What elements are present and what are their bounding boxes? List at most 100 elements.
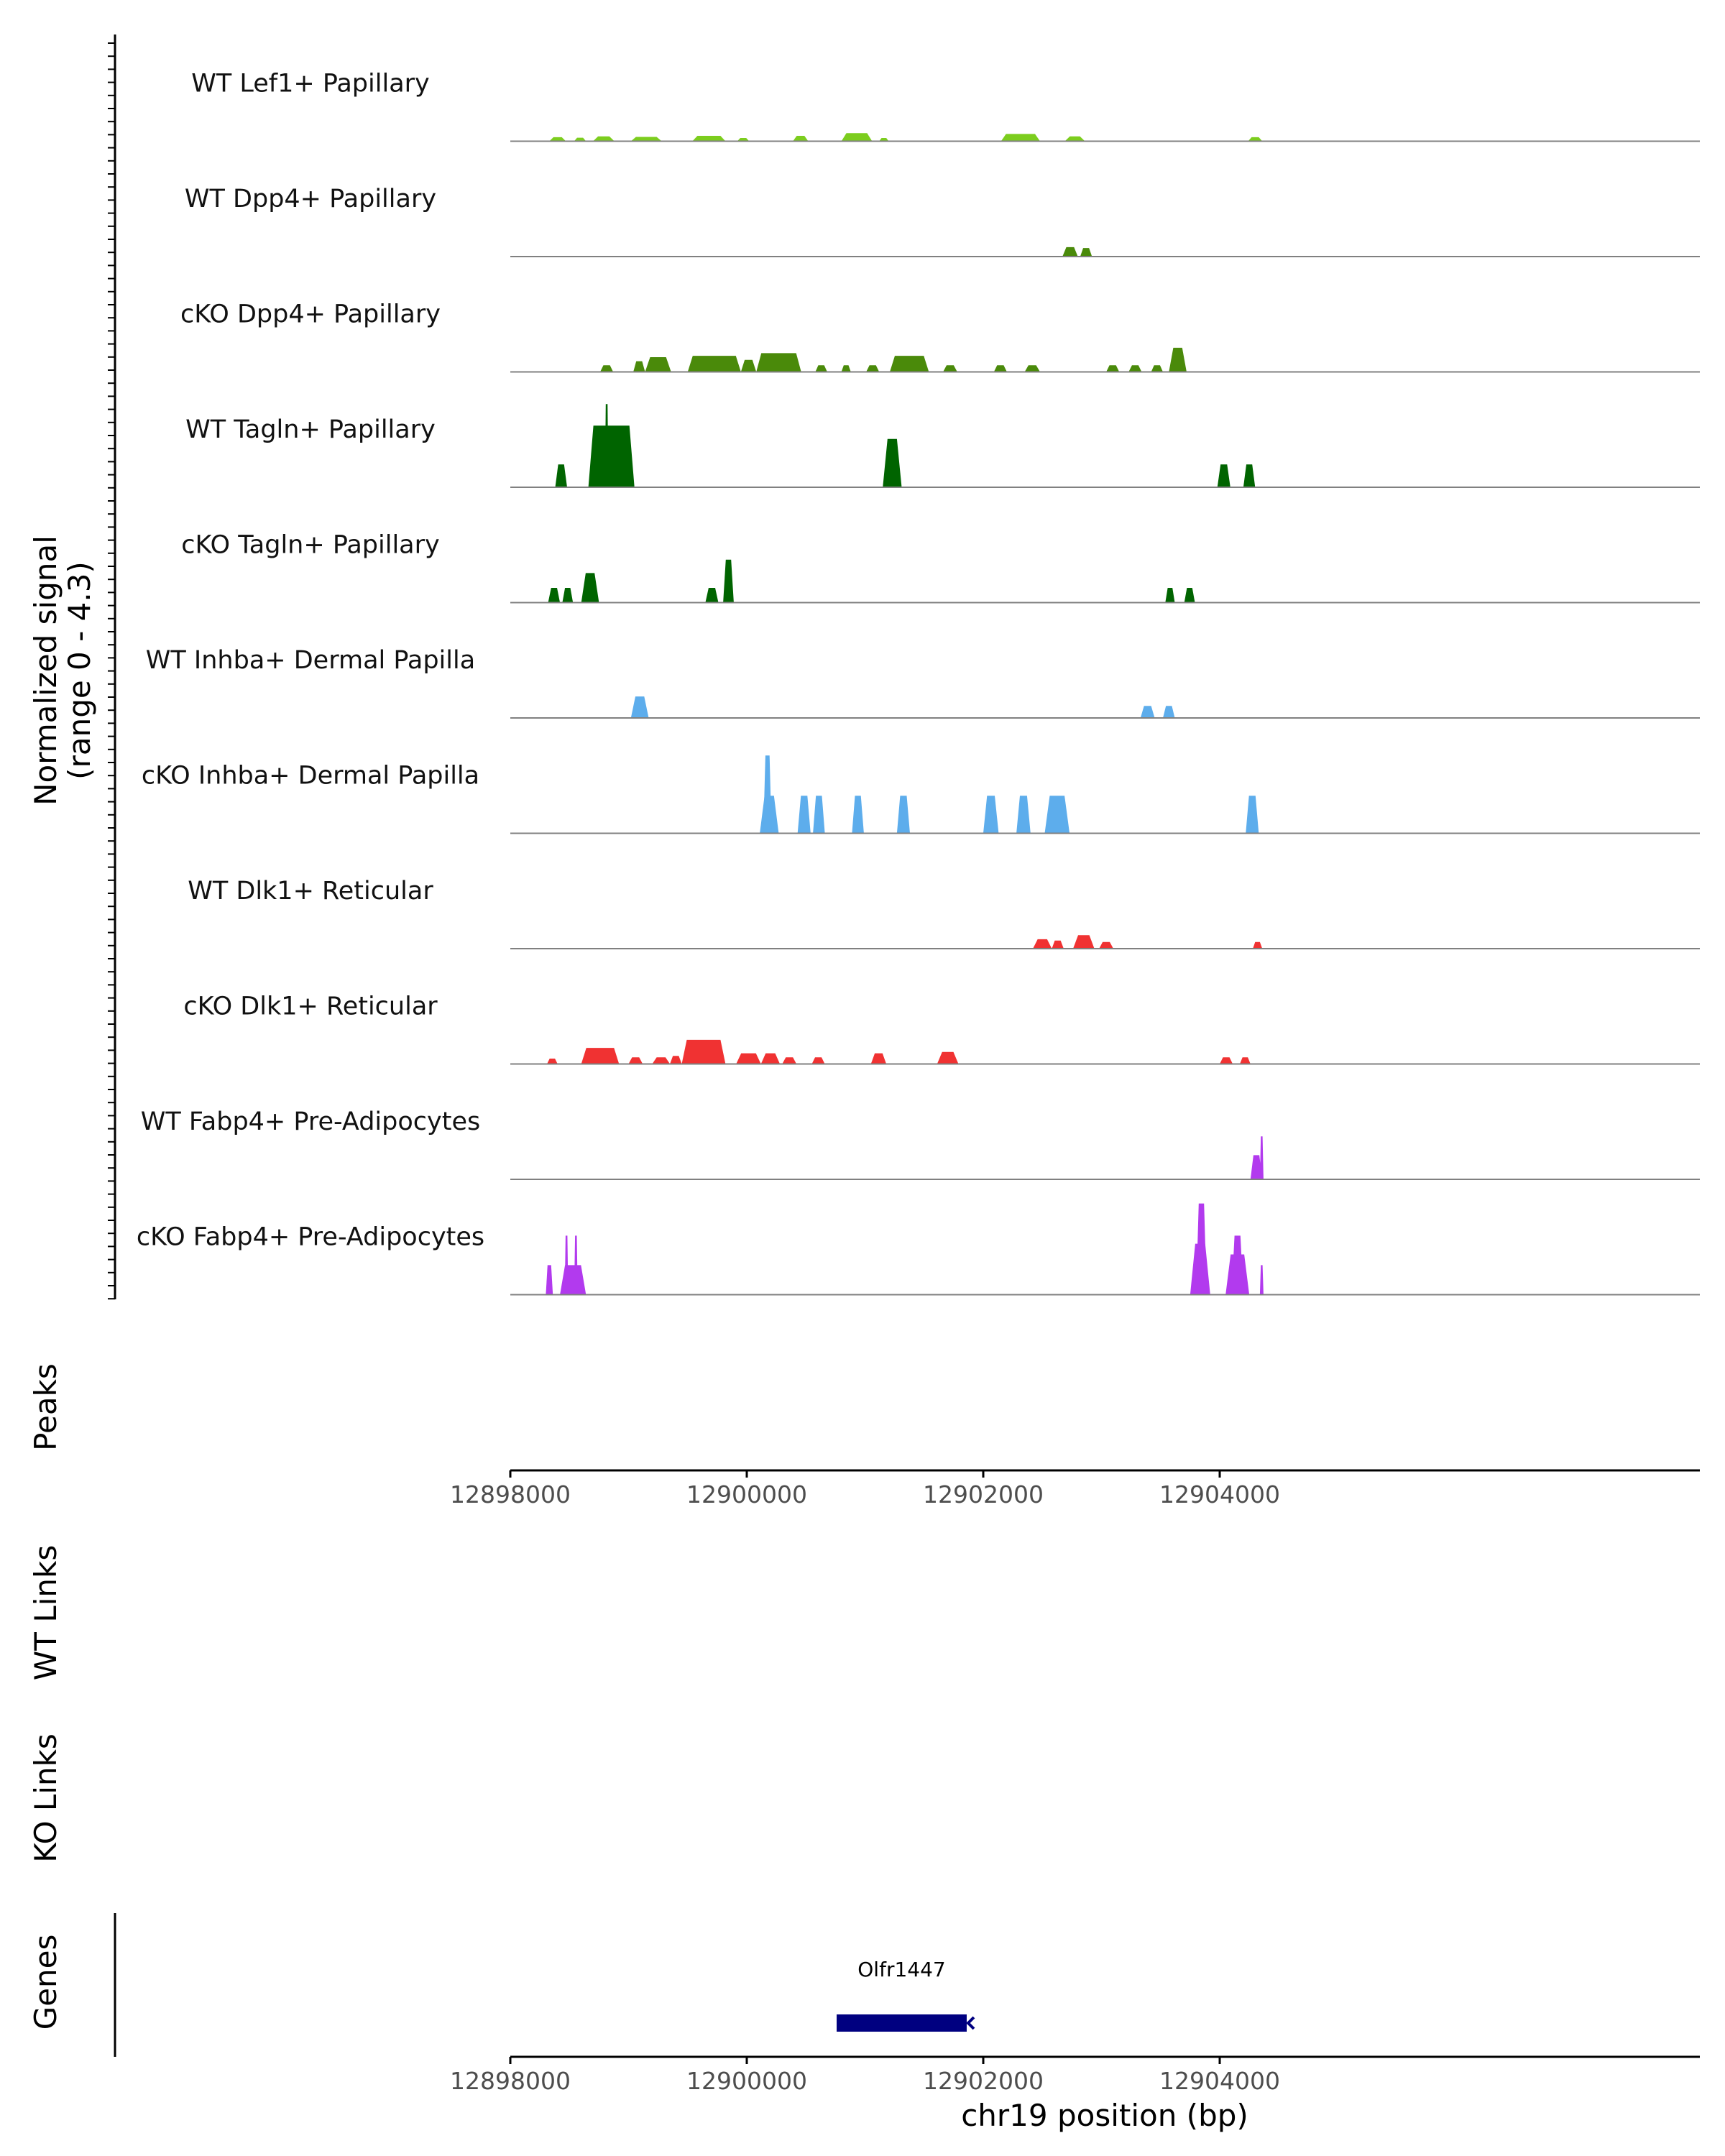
x-tick-label: 12898000: [450, 1480, 571, 1508]
signal-peak: [1169, 347, 1187, 372]
x-axis-label: chr19 position (bp): [961, 2098, 1248, 2133]
signal-peak: [705, 588, 719, 603]
x-tick-label: 12902000: [923, 2067, 1044, 2095]
signal-peak: [736, 1053, 761, 1064]
wt-links-track-label: WT Links: [28, 1545, 63, 1680]
signal-peak: [866, 365, 880, 372]
signal-peak: [1044, 796, 1070, 834]
signal-peak: [1016, 796, 1031, 834]
track-label: WT Dpp4+ Papillary: [185, 185, 436, 213]
signal-peak: [588, 425, 635, 487]
signal-peak: [943, 365, 957, 372]
gene-body: [837, 2014, 967, 2032]
signal-peak: [604, 404, 609, 487]
track-label: cKO Inhba+ Dermal Papilla: [142, 762, 479, 791]
coverage-track: cKO Inhba+ Dermal Papilla: [142, 755, 1700, 834]
signal-peak: [1231, 1235, 1243, 1295]
x-tick-label: 12904000: [1159, 1480, 1280, 1508]
signal-peak: [1073, 935, 1095, 949]
signal-peak: [1196, 1203, 1207, 1295]
track-label: cKO Tagln+ Papillary: [181, 531, 440, 560]
signal-peak: [782, 1057, 797, 1064]
signal-peak: [1250, 1155, 1263, 1179]
signal-peak: [1184, 588, 1195, 603]
signal-peak: [670, 1056, 682, 1064]
signal-peak: [1165, 588, 1175, 603]
signal-peak: [1163, 706, 1175, 718]
signal-peak: [1000, 134, 1040, 142]
track-label: cKO Dlk1+ Reticular: [183, 992, 438, 1021]
signal-peak: [811, 1057, 825, 1064]
ko-links-track-label: KO Links: [28, 1733, 63, 1863]
signal-peak: [1064, 136, 1085, 142]
x-tick-label: 12902000: [923, 1480, 1044, 1508]
signal-peak: [628, 1057, 643, 1064]
signal-peak: [813, 796, 825, 834]
gene-name: Olfr1447: [857, 1958, 945, 1981]
genes-track-label: Genes: [28, 1935, 63, 2030]
signal-peak: [581, 1048, 620, 1064]
signal-peak: [1259, 1136, 1264, 1179]
signal-peak: [879, 138, 889, 142]
signal-peak: [600, 365, 614, 372]
x-tick-label: 12900000: [686, 1480, 807, 1508]
signal-peak: [797, 796, 811, 834]
signal-peak: [723, 559, 734, 603]
signal-peak: [1240, 1057, 1251, 1064]
signal-peak: [560, 1265, 586, 1295]
x-tick-label: 12904000: [1159, 2067, 1280, 2095]
signal-peak: [1151, 365, 1163, 372]
signal-peak: [630, 137, 662, 142]
coverage-track: WT Tagln+ Papillary: [185, 404, 1700, 488]
signal-peak: [562, 588, 574, 603]
signal-peak: [687, 356, 741, 372]
x-tick-label: 12900000: [686, 2067, 807, 2095]
x-tick-label: 12898000: [450, 2067, 571, 2095]
signal-peak: [574, 137, 586, 142]
signal-peak: [983, 796, 999, 834]
signal-peak: [1052, 940, 1064, 949]
signal-peak: [546, 1265, 553, 1295]
signal-peak: [1099, 941, 1113, 949]
signal-peak: [763, 755, 772, 834]
coverage-y-title: Normalized signal (range 0 - 4.3): [28, 535, 97, 806]
coverage-track: cKO Fabp4+ Pre-Adipocytes: [137, 1203, 1700, 1296]
track-label: cKO Fabp4+ Pre-Adipocytes: [137, 1223, 484, 1252]
coverage-track: WT Dlk1+ Reticular: [188, 877, 1700, 949]
signal-peak: [548, 588, 561, 603]
signal-peak: [815, 365, 827, 372]
coverage-track: WT Inhba+ Dermal Papilla: [146, 646, 1700, 719]
signal-peak: [633, 361, 645, 372]
signal-peak: [883, 438, 902, 487]
signal-peak: [1217, 464, 1230, 487]
signal-peak: [1062, 247, 1078, 257]
signal-peak: [1243, 464, 1256, 487]
gene-annotations: Olfr1447: [837, 1958, 975, 2032]
coverage-track: cKO Tagln+ Papillary: [181, 531, 1700, 604]
signal-peak: [737, 138, 750, 142]
signal-peak: [896, 796, 910, 834]
y-axis-range-label: (range 0 - 4.3): [62, 561, 97, 780]
signal-peak: [1128, 365, 1142, 372]
track-label: cKO Dpp4+ Papillary: [180, 300, 441, 329]
signal-peak: [1246, 796, 1259, 834]
signal-peak: [630, 696, 649, 718]
signal-peak: [841, 133, 873, 142]
signal-peak: [793, 136, 809, 142]
signal-peak: [681, 1039, 726, 1064]
signal-peak: [1140, 706, 1155, 718]
signal-peak: [1033, 939, 1052, 949]
signal-peak: [890, 356, 929, 372]
track-label: WT Lef1+ Papillary: [191, 70, 430, 98]
x-axis-bottom-ticks: 12898000 12900000 12902000 12904000: [450, 2057, 1280, 2095]
signal-peak: [740, 359, 757, 372]
track-label: WT Fabp4+ Pre-Adipocytes: [141, 1107, 480, 1136]
signal-peak: [555, 464, 567, 487]
signal-peak: [564, 1235, 569, 1295]
signal-peak: [1024, 365, 1040, 372]
signal-peak: [581, 573, 599, 603]
signal-peak: [760, 1053, 781, 1064]
coverage-track: WT Dpp4+ Papillary: [185, 185, 1700, 257]
signal-peak: [549, 137, 566, 142]
